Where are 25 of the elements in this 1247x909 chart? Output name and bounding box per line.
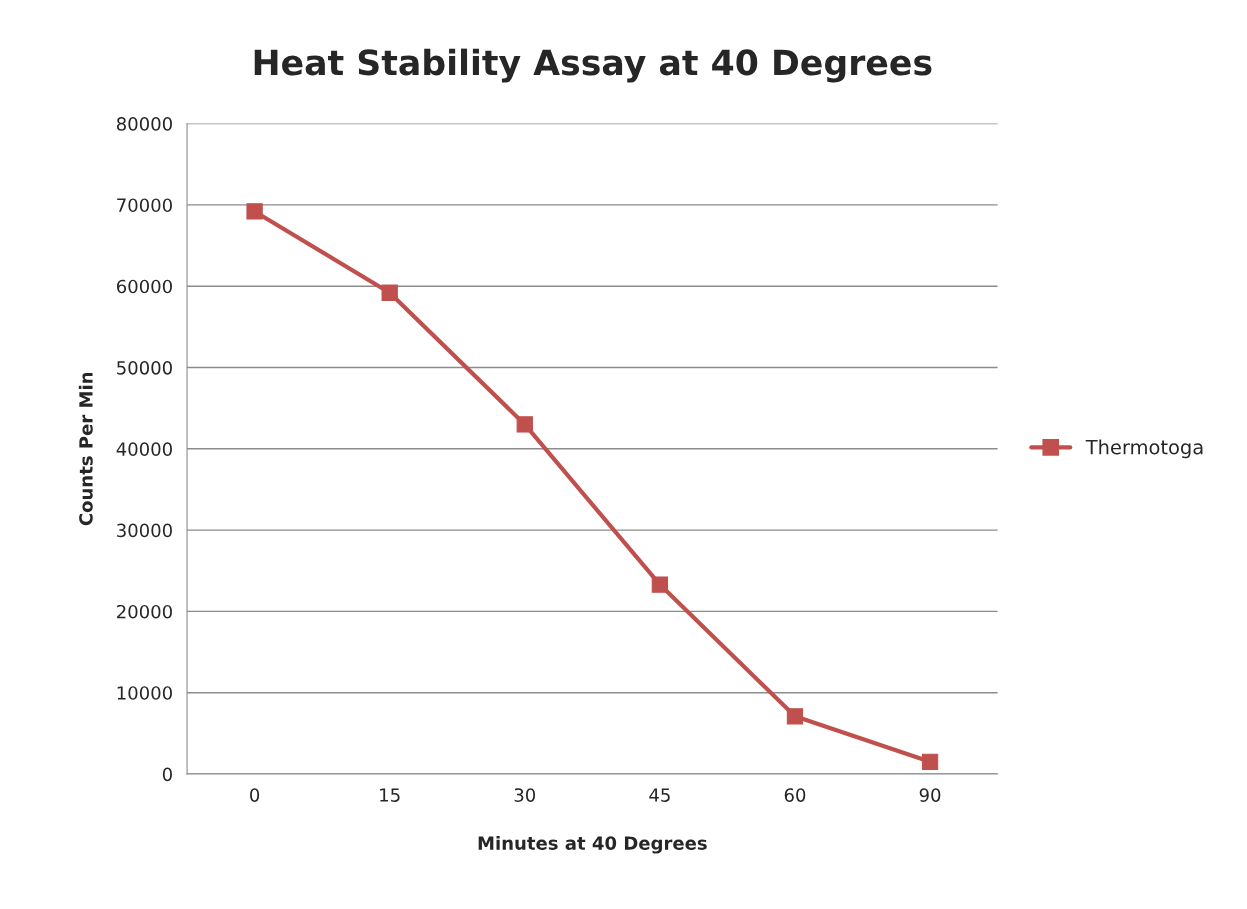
y-tick-label: 30000 — [117, 523, 172, 538]
y-tick-label: 70000 — [117, 198, 172, 213]
point — [921, 753, 939, 770]
y-tick-label: 60000 — [116, 279, 172, 294]
x-tick-label: 0 — [250, 788, 260, 802]
point — [516, 416, 533, 433]
x-tick-label: 30 — [514, 788, 536, 802]
x-tick-label: 45 — [649, 788, 670, 802]
point — [381, 284, 398, 301]
x-tick-label: 60 — [784, 788, 806, 802]
y-tick-label: 20000 — [117, 604, 172, 619]
chart-title: Heat Stability Assay at 40 Degrees — [254, 48, 932, 83]
x-tick-label: 15 — [380, 788, 400, 802]
y-tick-label: 80000 — [116, 117, 172, 131]
point — [651, 576, 669, 593]
y-tick-label: 10000 — [117, 686, 172, 700]
y-tick-label: 0 — [162, 767, 172, 782]
point — [786, 708, 804, 725]
y-tick-label: 50000 — [117, 360, 172, 375]
y-tick-label: 40000 — [116, 442, 172, 456]
x-tick-label: 90 — [919, 788, 941, 802]
x-axis-title: Minutes at 40 Degrees — [478, 835, 707, 854]
y-axis-title: Counts Per Min — [78, 372, 93, 526]
point — [246, 203, 263, 220]
legend-label: Thermotoga — [1085, 439, 1203, 459]
